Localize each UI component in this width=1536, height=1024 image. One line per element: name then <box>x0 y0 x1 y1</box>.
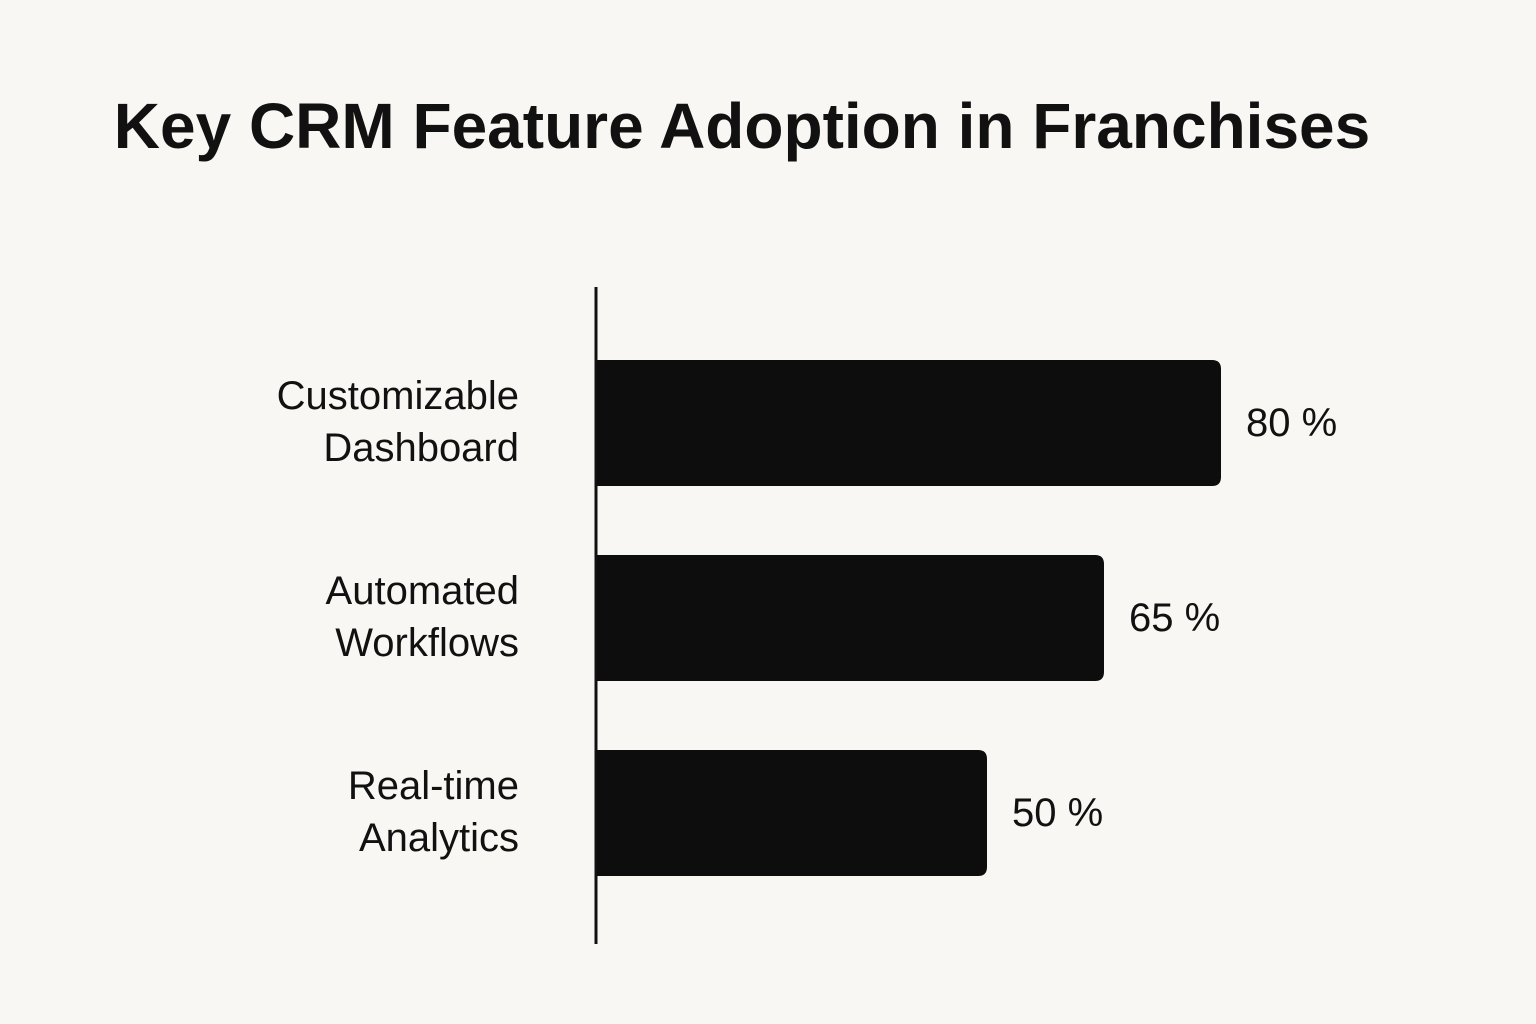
value-label: 50 % <box>1012 791 1104 835</box>
chart-title: Key CRM Feature Adoption in Franchises <box>113 90 1371 162</box>
category-label: Customizable Dashboard <box>276 374 519 470</box>
bar-1 <box>597 555 1104 681</box>
category-label: Automated Workflows <box>325 569 519 665</box>
category-label: Real-time Analytics <box>347 764 519 860</box>
value-label: 65 % <box>1129 596 1221 640</box>
value-label: 80 % <box>1246 401 1338 445</box>
bar-2 <box>597 750 987 876</box>
bar-0 <box>597 360 1221 486</box>
